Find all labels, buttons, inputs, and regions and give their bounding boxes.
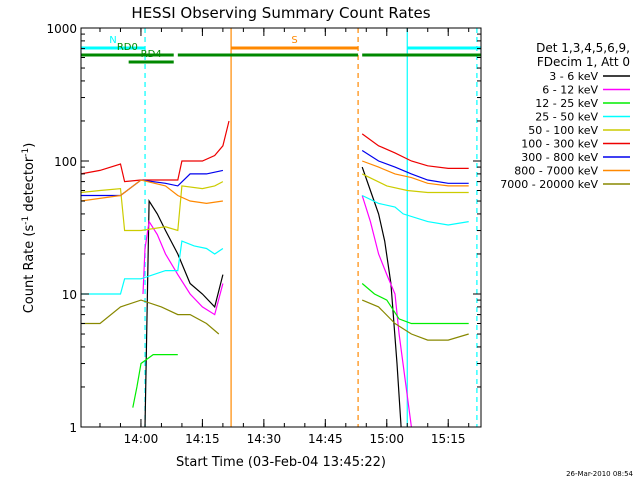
y-label-end: ) [22, 143, 37, 148]
legend-header-line-1: Det 1,3,4,5,6,9, [536, 41, 630, 55]
legend-label-3-6-kev: 3 - 6 keV [549, 70, 598, 83]
x-tick-label: 14:45 [308, 432, 343, 446]
series-25-50-kev [81, 194, 469, 295]
flag-label-rd0: RD0 [117, 42, 138, 53]
series-6-12-kev [142, 195, 412, 428]
y-tick-label: 100 [54, 155, 77, 169]
x-tick-label: 14:15 [185, 432, 220, 446]
flag-label-n: N [109, 35, 116, 46]
series-50-100-kev [80, 173, 469, 232]
legend-header-line-2: FDecim 1, Att 0 [537, 55, 630, 69]
series-100-300-kev [80, 120, 469, 183]
plot-frame [80, 27, 482, 428]
series-300-800-kev [81, 149, 469, 197]
flag-label-rd4: RD4 [141, 49, 162, 60]
y-tick-label: 10 [62, 288, 77, 302]
legend-label-7000-20000-kev: 7000 - 20000 keV [500, 178, 598, 191]
flag-label-s: S [291, 35, 297, 46]
axis-ticks: 14:00 14:15 14:30 14:45 15:00 15:15 1 10 100 1000 [46, 22, 481, 446]
y-axis-label: Count Rate (s-1 detector-1) [21, 143, 37, 314]
legend: Det 1,3,4,5,6,9, FDecim 1, Att 0 3 - 6 k… [500, 41, 630, 191]
legend-label-6-12-kev: 6 - 12 keV [542, 84, 598, 97]
x-tick-label: 14:00 [124, 432, 159, 446]
y-label-exponent-1: -1 [21, 216, 31, 225]
y-tick-label: 1000 [46, 22, 77, 36]
y-tick-label: 1 [69, 421, 77, 435]
x-tick-label: 14:30 [247, 432, 282, 446]
series-12-25-kev [132, 283, 469, 408]
chart-title: HESSI Observing Summary Count Rates [131, 4, 430, 22]
series-3-6-kev [144, 166, 402, 428]
legend-label-100-300-kev: 100 - 300 keV [521, 138, 598, 151]
series-800-7000-kev [80, 160, 469, 205]
legend-label-300-800-kev: 300 - 800 keV [521, 151, 598, 164]
series-7000-20000-kev [81, 299, 469, 341]
x-tick-label: 15:15 [431, 432, 466, 446]
chart-marks [80, 28, 478, 428]
legend-label-25-50-kev: 25 - 50 keV [535, 111, 598, 124]
legend-label-50-100-kev: 50 - 100 keV [528, 124, 598, 137]
timestamp: 26-Mar-2010 08:54 [566, 470, 633, 478]
x-tick-label: 15:00 [369, 432, 404, 446]
legend-label-800-7000-kev: 800 - 7000 keV [514, 165, 598, 178]
legend-label-12-25-kev: 12 - 25 keV [535, 97, 598, 110]
y-label-mid: detector [22, 156, 37, 216]
y-label-exponent-2: -1 [21, 148, 31, 157]
x-axis-label: Start Time (03-Feb-04 13:45:22) [176, 455, 386, 470]
y-label-main: Count Rate (s [22, 225, 37, 314]
